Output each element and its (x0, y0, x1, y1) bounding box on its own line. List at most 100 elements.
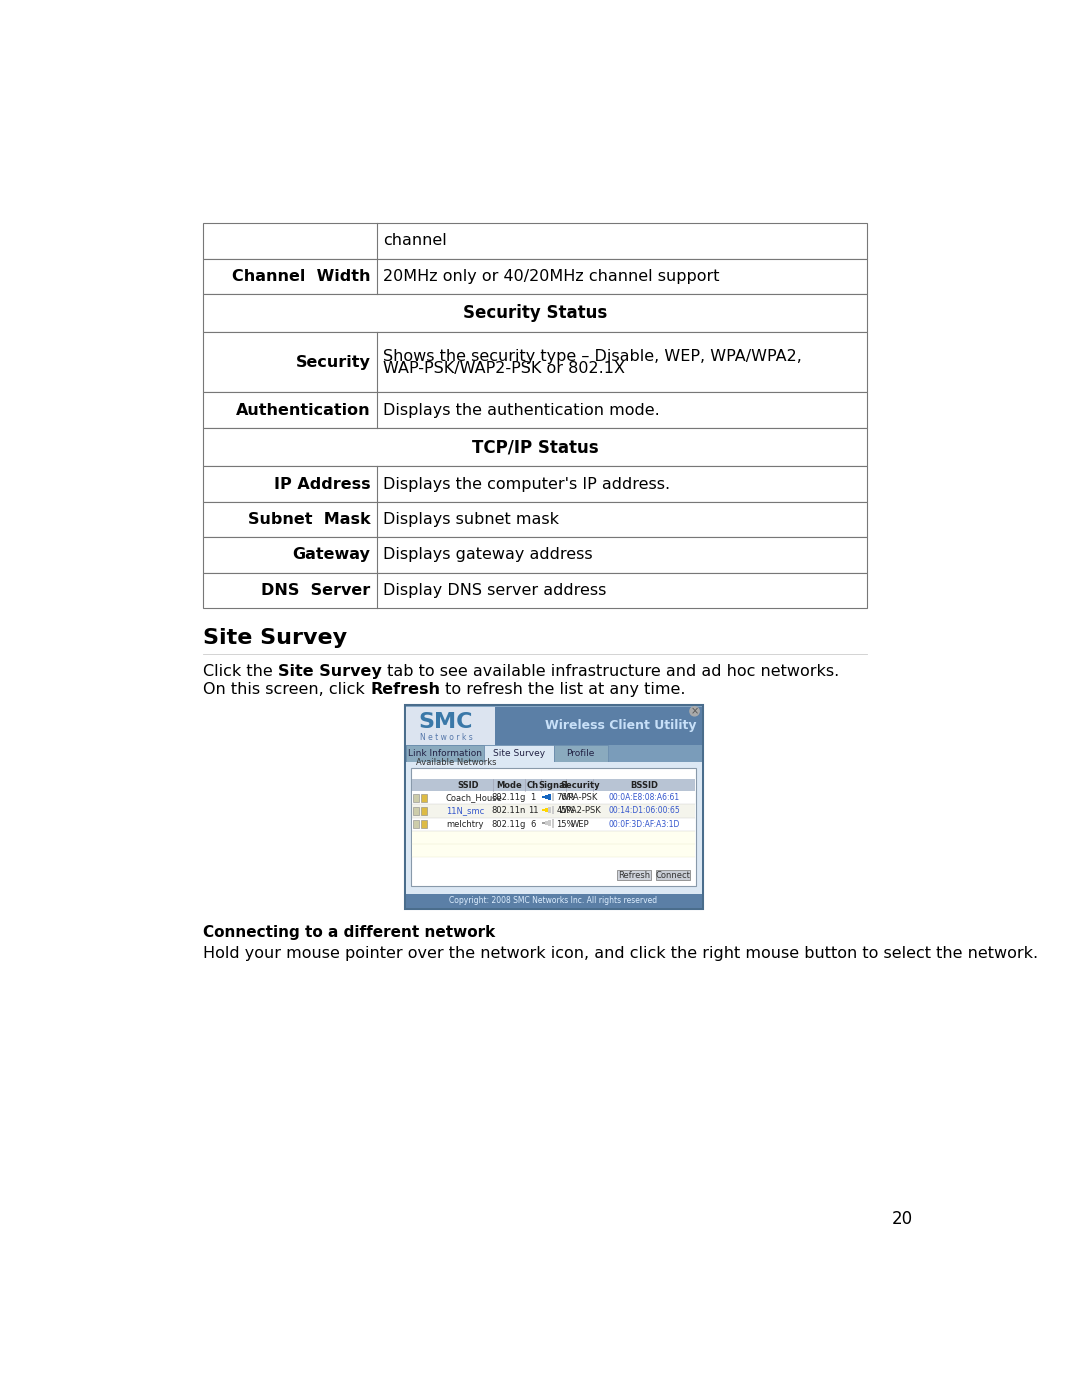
Bar (542, 823, 544, 824)
Bar (421, 793, 428, 802)
Text: melchtry: melchtry (446, 820, 484, 828)
Text: Ch: Ch (527, 781, 539, 789)
Text: SMC: SMC (419, 712, 473, 732)
Text: Site Survey: Site Survey (492, 749, 544, 759)
Bar (203, 538, 867, 573)
Text: Display DNS server address: Display DNS server address (383, 583, 606, 598)
Bar (411, 831, 696, 844)
Bar (421, 807, 428, 814)
Text: Signal: Signal (539, 781, 568, 789)
Text: Refresh: Refresh (370, 682, 440, 697)
Bar (203, 427, 867, 467)
Bar (414, 793, 419, 802)
Text: 00:0F:3D:AF:A3:1D: 00:0F:3D:AF:A3:1D (609, 820, 680, 828)
Bar (552, 819, 554, 827)
Text: IP Address: IP Address (274, 476, 370, 492)
Bar (406, 763, 702, 908)
Text: Security: Security (296, 355, 370, 370)
Text: Mode: Mode (496, 781, 522, 789)
Text: Displays gateway address: Displays gateway address (383, 548, 593, 563)
Text: 11N_smc: 11N_smc (446, 806, 484, 816)
Text: 00:14:D1:06:00:65: 00:14:D1:06:00:65 (608, 806, 680, 816)
Text: 802.11n: 802.11n (491, 806, 526, 816)
Text: Channel  Width: Channel Width (232, 268, 370, 284)
Text: Available Networks: Available Networks (416, 759, 496, 767)
Text: channel: channel (383, 233, 447, 249)
Bar (406, 707, 496, 745)
Bar (617, 870, 651, 880)
Text: 802.11g: 802.11g (491, 820, 526, 828)
Bar (545, 821, 548, 826)
Text: 20MHz only or 40/20MHz channel support: 20MHz only or 40/20MHz channel support (383, 268, 719, 284)
Text: Link Information: Link Information (408, 749, 482, 759)
Text: TCP/IP Status: TCP/IP Status (472, 439, 598, 457)
Text: Authentication: Authentication (235, 402, 370, 418)
Text: Gateway: Gateway (293, 548, 370, 563)
Text: WPA2-PSK: WPA2-PSK (558, 806, 602, 816)
Bar (406, 745, 484, 763)
Text: Security: Security (559, 781, 599, 789)
Bar (414, 820, 419, 828)
Text: DNS  Server: DNS Server (261, 583, 370, 598)
Text: Shows the security type – Disable, WEP, WPA/WPA2,: Shows the security type – Disable, WEP, … (383, 349, 801, 363)
Bar (554, 745, 608, 763)
Bar (549, 820, 551, 827)
Text: Site Survey: Site Survey (278, 664, 382, 679)
Bar (552, 793, 554, 802)
Text: Click the: Click the (203, 664, 278, 679)
Text: WPA-PSK: WPA-PSK (561, 793, 598, 802)
Bar (411, 791, 696, 805)
Bar (411, 817, 696, 831)
Text: Coach_House: Coach_House (446, 793, 502, 802)
Text: Refresh: Refresh (618, 870, 650, 880)
Text: Hold your mouse pointer over the network icon, and click the right mouse button : Hold your mouse pointer over the network… (203, 946, 1038, 961)
Text: BSSID: BSSID (631, 781, 659, 789)
Bar (410, 768, 697, 886)
Bar (549, 807, 551, 813)
Text: 11: 11 (528, 806, 538, 816)
Bar (545, 795, 548, 799)
Bar (656, 870, 690, 880)
Bar (542, 809, 544, 812)
Text: tab to see available infrastructure and ad hoc networks.: tab to see available infrastructure and … (382, 664, 839, 679)
Bar (542, 796, 544, 798)
Bar (405, 705, 703, 909)
Bar (203, 224, 867, 258)
Text: Connecting to a different network: Connecting to a different network (203, 925, 496, 940)
Bar (411, 780, 696, 791)
Text: Connect: Connect (656, 870, 690, 880)
Text: 15%: 15% (556, 820, 575, 828)
Bar (414, 807, 419, 814)
Bar (203, 467, 867, 502)
Bar (203, 502, 867, 538)
Bar (203, 573, 867, 608)
Bar (421, 820, 428, 828)
Text: WEP: WEP (570, 820, 589, 828)
Circle shape (690, 707, 699, 715)
Bar (411, 844, 696, 856)
Text: to refresh the list at any time.: to refresh the list at any time. (440, 682, 686, 697)
Bar (406, 707, 702, 745)
Text: Copyright: 2008 SMC Networks Inc. All rights reserved: Copyright: 2008 SMC Networks Inc. All ri… (449, 897, 658, 905)
Text: 20: 20 (892, 1210, 913, 1228)
Text: Profile: Profile (566, 749, 595, 759)
Bar (484, 745, 554, 763)
Bar (406, 745, 702, 763)
Text: Displays subnet mask: Displays subnet mask (383, 513, 559, 527)
Text: Wireless Client Utility: Wireless Client Utility (544, 718, 697, 732)
Text: Site Survey: Site Survey (203, 629, 348, 648)
Text: Displays the computer's IP address.: Displays the computer's IP address. (383, 476, 670, 492)
Bar (545, 807, 548, 812)
Bar (549, 793, 551, 800)
Text: On this screen, click: On this screen, click (203, 682, 370, 697)
Text: 76%: 76% (556, 793, 575, 802)
Text: Displays the authentication mode.: Displays the authentication mode. (383, 402, 660, 418)
Bar (203, 332, 867, 393)
Bar (406, 894, 702, 908)
Bar (552, 806, 554, 814)
Text: SSID: SSID (458, 781, 480, 789)
Text: 45%: 45% (556, 806, 575, 816)
Text: 1: 1 (530, 793, 536, 802)
Text: 00:0A:E8:08:A6:61: 00:0A:E8:08:A6:61 (609, 793, 679, 802)
Text: ×: × (690, 707, 699, 717)
